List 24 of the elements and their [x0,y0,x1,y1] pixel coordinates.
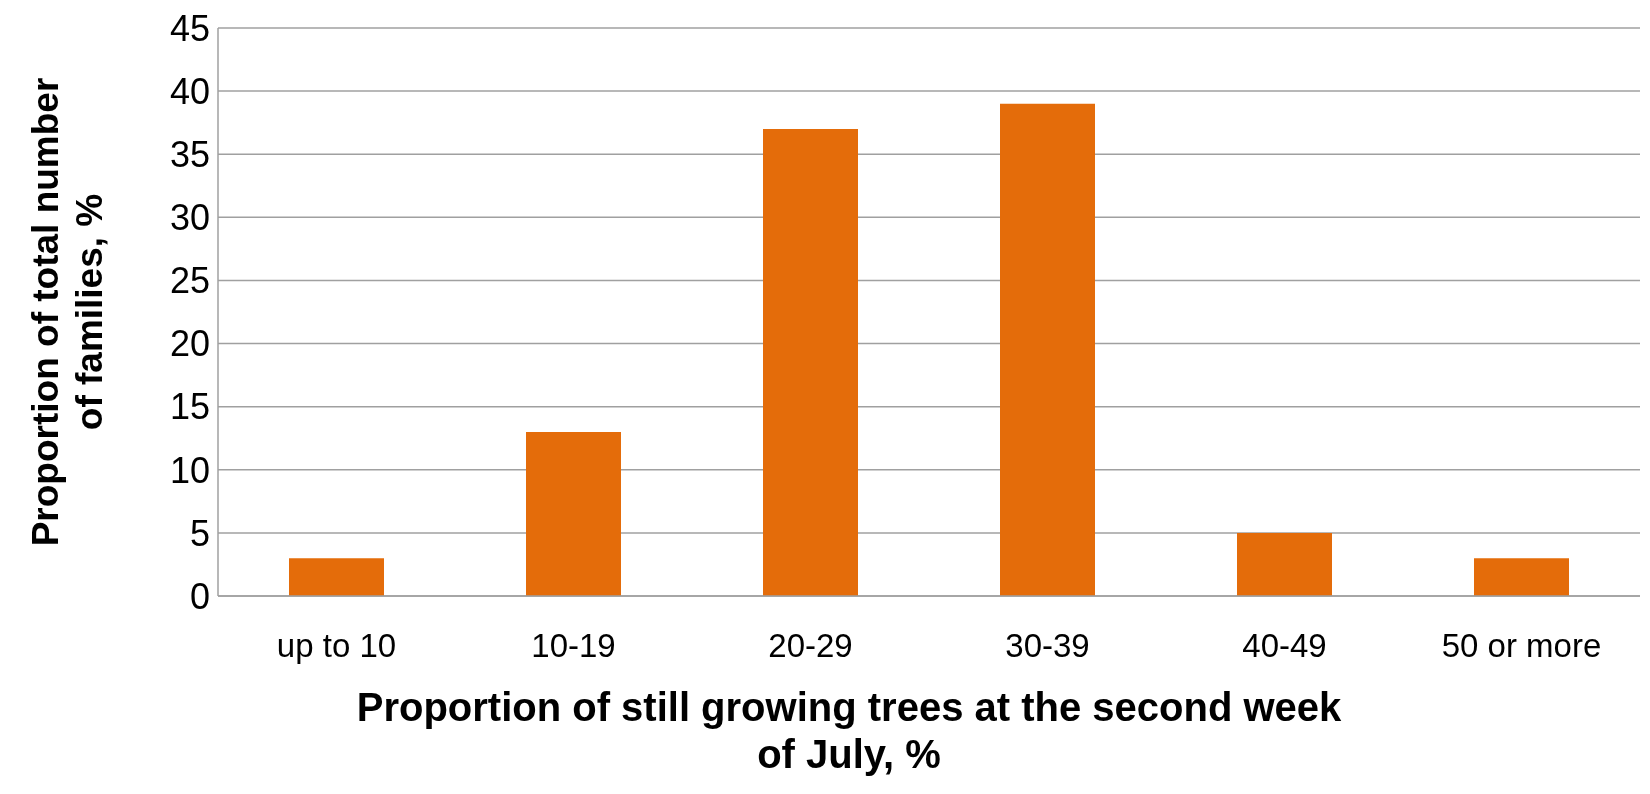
y-tick-label: 0 [189,575,210,617]
x-tick-label: 30-39 [1005,627,1090,665]
x-tick-label: up to 10 [276,627,397,665]
x-tick-label: 40-49 [1242,627,1327,665]
y-tick-label: 40 [169,70,210,112]
y-tick-label: 20 [169,323,210,365]
x-tick-label: 50 or more [1441,627,1602,665]
x-tick-label: 20-29 [768,627,853,665]
y-tick-label: 35 [169,134,210,175]
x-axis-title: Proportion of still growing trees at the second week of July, % [356,685,1343,776]
y-tick-label: 45 [169,7,210,49]
y-tick-label: 15 [169,386,210,428]
y-axis-title: Proportion of total number of families, % [25,77,110,547]
y-tick-label: 30 [169,197,210,239]
bar [1237,532,1332,596]
y-tick-label: 25 [169,260,210,302]
bar [1474,558,1569,596]
y-tick-label: 10 [169,449,210,491]
bar [1000,103,1095,596]
x-tick-label: 10-19 [531,627,616,665]
bar [289,558,384,596]
y-tick-label: 5 [189,512,210,554]
bar [763,128,858,596]
bar [526,431,621,596]
